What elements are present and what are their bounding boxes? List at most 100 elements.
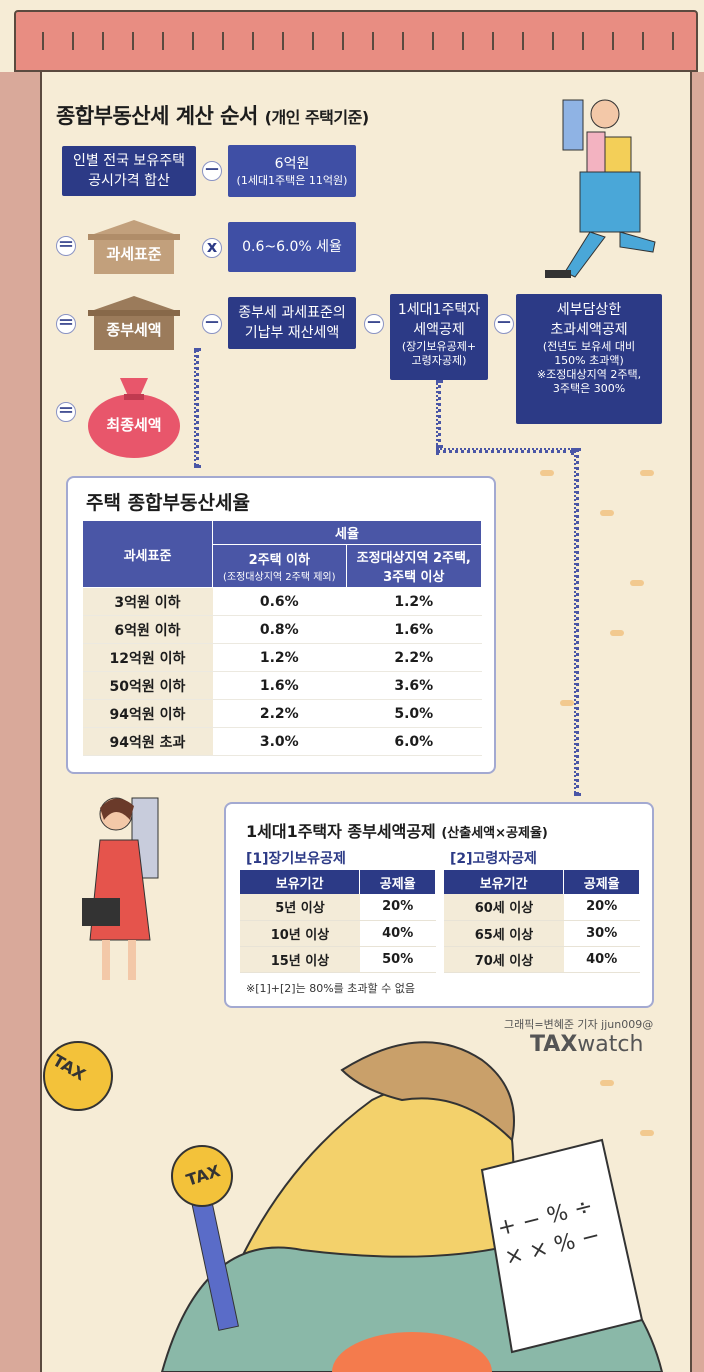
flow-box-line: 세액공제 (413, 322, 465, 338)
flow-box-line: 종부세 과세표준의 (238, 305, 346, 321)
table-row: 3억원 이하 0.6% 1.2% (82, 587, 482, 616)
flow-box-tax-cap-credit: 세부담상한 초과세액공제 (전년도 보유세 대비 150% 초과액) ※조정대상… (516, 294, 662, 424)
roof-stripe (72, 32, 74, 50)
long-term-holding-table: 보유기간 공제율 5년 이상 20% 10년 이상 40% 15년 이상 50% (240, 870, 436, 973)
senior-deduction-title: [2]고령자공제 (450, 851, 537, 867)
table-cell: 6억원 이하 (82, 615, 213, 644)
roof-stripe (222, 32, 224, 50)
table-header: 보유기간 (240, 870, 361, 894)
flow-box-line: 초과세액공제 (550, 322, 628, 338)
table-cell: 5.0% (346, 699, 482, 728)
table-cell: 94억원 초과 (82, 727, 213, 756)
roof-stripe (282, 32, 284, 50)
final-tax-label: 최종세액 (106, 415, 162, 434)
decor-dot (640, 470, 654, 476)
roof-stripe (132, 32, 134, 50)
table-cell: 1.2% (212, 643, 347, 672)
table-row: 10년 이상 40% (240, 920, 436, 947)
connector-line (436, 380, 441, 448)
table-cell: 50% (359, 946, 436, 973)
roof-stripe (162, 32, 164, 50)
house-icon: 종부세액 (88, 296, 180, 350)
deduction-title: 1세대1주택자 종부세액공제 (산출세액×공제율) (246, 822, 548, 841)
table-row: 6억원 이하 0.8% 1.6% (82, 615, 482, 644)
header-two-homes: 2주택 이하 (조정대상지역 2주택 제외) (212, 544, 347, 588)
roof-stripe (522, 32, 524, 50)
header-three-homes: 조정대상지역 2주택, 3주택 이상 (345, 544, 483, 588)
flow-box-deduction-base: 6억원 (1세대1주택은 11억원) (228, 145, 356, 197)
flow-box-note: 150% 초과액) (554, 354, 624, 367)
times-operator: x (202, 238, 222, 258)
decor-dot (630, 580, 644, 586)
rate-table: 과세표준 세율 2주택 이하 (조정대상지역 2주택 제외) 조정대상지역 2주택… (82, 520, 483, 756)
table-header: 공제율 (359, 870, 436, 894)
table-row: 12억원 이하 1.2% 2.2% (82, 643, 482, 672)
flow-box-note: ※조정대상지역 2주택, (536, 368, 642, 381)
table-row: 70세 이상 40% (444, 946, 640, 973)
flow-box-single-home-credit: 1세대1주택자 세액공제 (장기보유공제+ 고령자공제) (390, 294, 488, 380)
flow-box-tax-rate: 0.6~6.0% 세율 (228, 222, 356, 272)
flow-box-line: 인별 전국 보유주택 (73, 153, 185, 169)
roof-stripe (312, 32, 314, 50)
roof-stripe (102, 32, 104, 50)
equal-operator: ＝ (56, 235, 76, 256)
money-bag-icon: 최종세액 (84, 370, 184, 458)
table-cell: 3.6% (346, 671, 482, 700)
flow-box-note: 3주택은 300% (552, 382, 626, 395)
equal-operator: ＝ (56, 401, 76, 422)
connector-line (436, 448, 574, 453)
table-row: 5년 이상 20% (240, 894, 436, 921)
header-tax-base: 과세표준 (82, 520, 213, 588)
table-cell: 2.2% (346, 643, 482, 672)
roof-stripe (492, 32, 494, 50)
roof-stripe (402, 32, 404, 50)
table-cell: 12억원 이하 (82, 643, 213, 672)
table-cell: 2.2% (212, 699, 347, 728)
table-cell: 20% (563, 894, 640, 921)
house-icon: 과세표준 (88, 220, 180, 274)
minus-operator: － (202, 160, 222, 181)
table-header: 보유기간 (444, 870, 565, 894)
decor-dot (560, 700, 574, 706)
table-cell: 3억원 이하 (82, 587, 213, 616)
flow-box-note: (1세대1주택은 11억원) (236, 174, 348, 187)
table-cell: 3.0% (212, 727, 347, 756)
roof-stripe (432, 32, 434, 50)
woman-with-tax-paper-illustration (43, 1041, 664, 1372)
deduction-footnote: ※[1]+[2]는 80%를 초과할 수 없음 (246, 982, 415, 995)
decor-dot (600, 510, 614, 516)
taxwatch-logo: TAXwatch (530, 1032, 644, 1057)
table-cell: 40% (359, 920, 436, 947)
tax-base-label: 과세표준 (106, 244, 162, 263)
table-cell: 30% (563, 920, 640, 947)
decor-dot (640, 1130, 654, 1136)
table-row: 15년 이상 50% (240, 946, 436, 973)
flow-box-line: 기납부 재산세액 (244, 325, 340, 341)
roof-stripe (192, 32, 194, 50)
roof-stripe (462, 32, 464, 50)
table-cell: 0.8% (212, 615, 347, 644)
roof-stripe (342, 32, 344, 50)
table-cell: 40% (563, 946, 640, 973)
rate-table-panel: 주택 종합부동산세율 과세표준 세율 2주택 이하 (조정대상지역 2주택 제외)… (66, 476, 496, 774)
woman-holding-building-illustration (82, 797, 159, 980)
decor-dot (540, 470, 554, 476)
table-row: 94억원 이하 2.2% 5.0% (82, 699, 482, 728)
graphic-credit: 그래픽=변혜준 기자 jjun009@ (504, 1018, 654, 1031)
comprehensive-tax-label: 종부세액 (106, 320, 162, 339)
table-cell: 1.6% (212, 671, 347, 700)
equal-operator: ＝ (56, 313, 76, 334)
table-cell: 60세 이상 (444, 894, 564, 921)
table-row: 60세 이상 20% (444, 894, 640, 921)
senior-deduction-table: 보유기간 공제율 60세 이상 20% 65세 이상 30% 70세 이상 40% (444, 870, 640, 973)
table-cell: 65세 이상 (444, 920, 564, 947)
flow-box-note: (전년도 보유세 대비 (542, 340, 636, 353)
table-header: 공제율 (563, 870, 640, 894)
table-cell: 5년 이상 (240, 894, 360, 921)
building-wall-left (0, 72, 42, 1372)
minus-operator: － (364, 313, 384, 334)
roof-stripe (372, 32, 374, 50)
table-row: 94억원 초과 3.0% 6.0% (82, 727, 482, 756)
deduction-panel: 1세대1주택자 종부세액공제 (산출세액×공제율) [1]장기보유공제 [2]고… (224, 802, 654, 1008)
flow-box-total-price: 인별 전국 보유주택 공시가격 합산 (62, 146, 196, 196)
